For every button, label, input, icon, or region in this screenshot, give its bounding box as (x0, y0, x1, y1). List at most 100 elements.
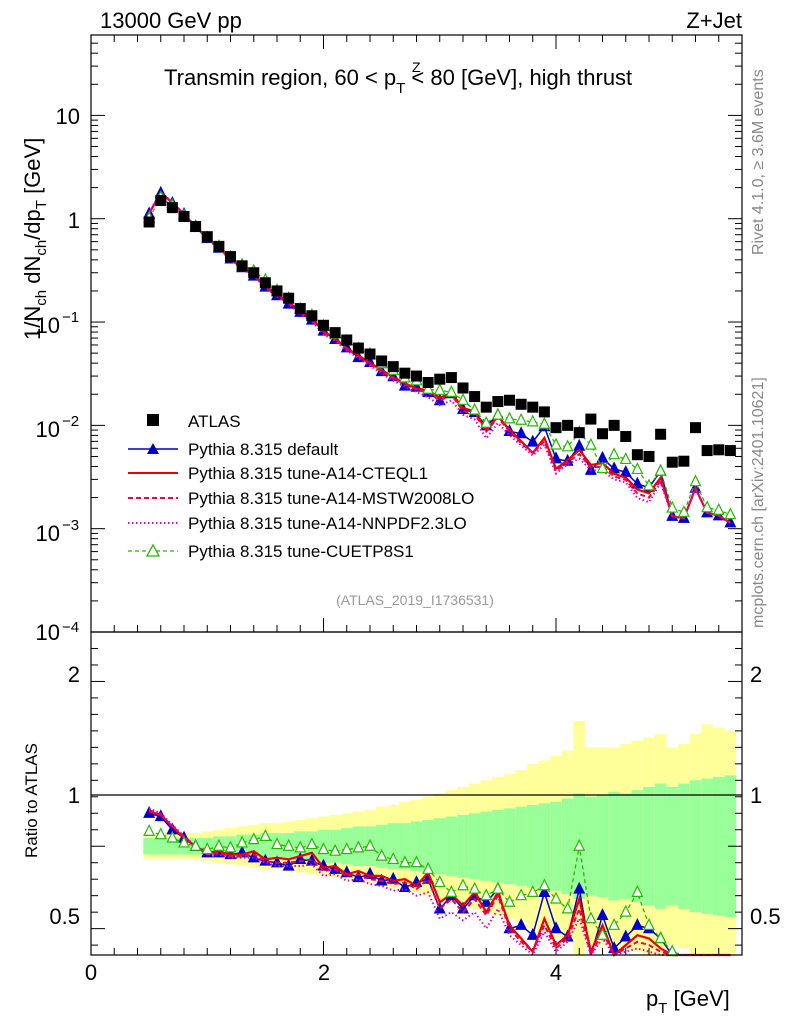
main-series-marker (422, 381, 435, 394)
legend-mstw-label: Pythia 8.315 tune-A14-MSTW2008LO (188, 489, 474, 508)
atlas-data-point (143, 216, 155, 228)
ytick-label-1: 1 (68, 208, 80, 233)
atlas-data-point (329, 327, 341, 339)
atlas-data-point (620, 431, 632, 443)
atlas-data-point (155, 195, 167, 207)
ratio-series-marker (468, 881, 481, 894)
atlas-data-point (352, 342, 364, 354)
main-series-marker (584, 462, 597, 475)
band-inner-bin (561, 798, 574, 895)
ratio-series-marker (282, 838, 295, 851)
atlas-data-point (562, 419, 574, 431)
atlas-data-point (631, 449, 643, 461)
ratio-series-marker (352, 840, 365, 853)
ratio-series-marker (503, 894, 516, 907)
main-y-axis-label: 1/Nch dNch/dpT [GeV] (20, 138, 50, 340)
ratio-series-marker (584, 911, 597, 924)
ratio-series-marker (166, 830, 179, 843)
atlas-data-point (480, 401, 492, 413)
atlas-data-point (376, 355, 388, 367)
ratio-plot-frame (90, 631, 743, 956)
ratio-series-marker (305, 837, 318, 850)
atlas-data-point (713, 444, 725, 456)
ratio-series-marker (271, 837, 283, 850)
ratio-tick-05-right: 0.5 (750, 904, 781, 929)
ratio-axis-ticks (90, 647, 742, 955)
main-series-marker (712, 502, 725, 515)
atlas-data-point (341, 334, 353, 346)
atlas-data-point (422, 376, 434, 388)
ratio-series-marker (364, 838, 376, 851)
ratio-series-group (143, 805, 731, 958)
ratio-series-marker (619, 929, 632, 942)
main-series-marker (584, 437, 597, 450)
ytick-label-1e-4: 10 (36, 620, 60, 645)
ratio-series-marker (143, 824, 156, 837)
ytick-label-1e-2: 10 (36, 417, 60, 442)
ratio-series-marker (619, 904, 632, 917)
main-series-marker (561, 439, 574, 452)
legend-default-marker (147, 443, 159, 454)
band-inner-bin (468, 813, 481, 880)
band-inner-bin (399, 823, 411, 870)
ratio-series-marker (410, 855, 423, 868)
atlas-data-point (492, 396, 504, 408)
ratio-series-marker (480, 894, 493, 907)
ratio-series-marker (433, 875, 446, 888)
band-inner-bin (259, 833, 272, 860)
band-inner-bin (247, 834, 260, 858)
ratio-series-marker (398, 855, 411, 868)
main-series-marker (445, 384, 458, 397)
atlas-data-point (724, 445, 736, 457)
x-axis-label: pT [GeV] (646, 986, 730, 1017)
ratio-series-marker (201, 842, 214, 855)
main-series-marker (515, 426, 528, 439)
ytick-exp-1e-2: −2 (62, 413, 79, 430)
ratio-series-marker (154, 827, 167, 840)
ratio-series-marker (422, 861, 435, 874)
main-series-marker (526, 414, 539, 427)
main-series-marker (677, 504, 690, 517)
band-inner-bin (166, 837, 179, 855)
atlas-data-point (178, 211, 190, 223)
band-inner-bin (422, 819, 434, 873)
legend-nnpdf-label: Pythia 8.315 tune-A14-NNPDF2.3LO (188, 514, 467, 533)
atlas-data-point (259, 277, 271, 289)
band-inner-bin (654, 783, 667, 909)
ratio-series-marker (445, 885, 458, 897)
ytick-exp-1e-4: −4 (62, 619, 79, 636)
ratio-series-marker (375, 848, 388, 861)
atlas-data-point (271, 285, 283, 297)
legend-default-label: Pythia 8.315 default (188, 440, 339, 459)
main-series-marker (596, 461, 609, 474)
rivet-version-label: Rivet 4.1.0, ≥ 3.6M events (750, 69, 767, 255)
main-series-marker (468, 402, 481, 415)
atlas-data-point (236, 260, 248, 272)
ratio-tick-2-left: 2 (68, 662, 80, 687)
atlas-data-point (666, 456, 678, 468)
atlas-data-point (585, 413, 597, 425)
ratio-series-marker (573, 881, 586, 894)
ratio-tick-2-right: 2 (750, 662, 762, 687)
main-series-line (148, 190, 731, 524)
band-inner-bin (585, 796, 597, 896)
xtick-label-2: 2 (318, 960, 330, 985)
ratio-series-marker (526, 885, 539, 897)
plot-title: Transmin region, 60 < pT < 80 [GeV], hig… (164, 65, 632, 97)
atlas-data-point (690, 422, 701, 434)
band-inner-bin (492, 809, 504, 883)
main-series-marker (643, 478, 655, 491)
atlas-data-point (306, 310, 318, 322)
atlas-data-point (550, 422, 562, 434)
ratio-series-marker (178, 835, 190, 848)
xtick-label-4: 4 (550, 960, 562, 985)
main-series-marker (608, 447, 621, 460)
band-inner-bin (538, 803, 551, 890)
xtick-label-0: 0 (85, 960, 97, 985)
atlas-data-point (538, 406, 550, 418)
atlas-data-point (283, 292, 295, 304)
legend: ATLAS Pythia 8.315 default Pythia 8.315 … (128, 412, 474, 561)
main-series-marker (654, 463, 667, 476)
band-inner-bin (154, 837, 167, 855)
